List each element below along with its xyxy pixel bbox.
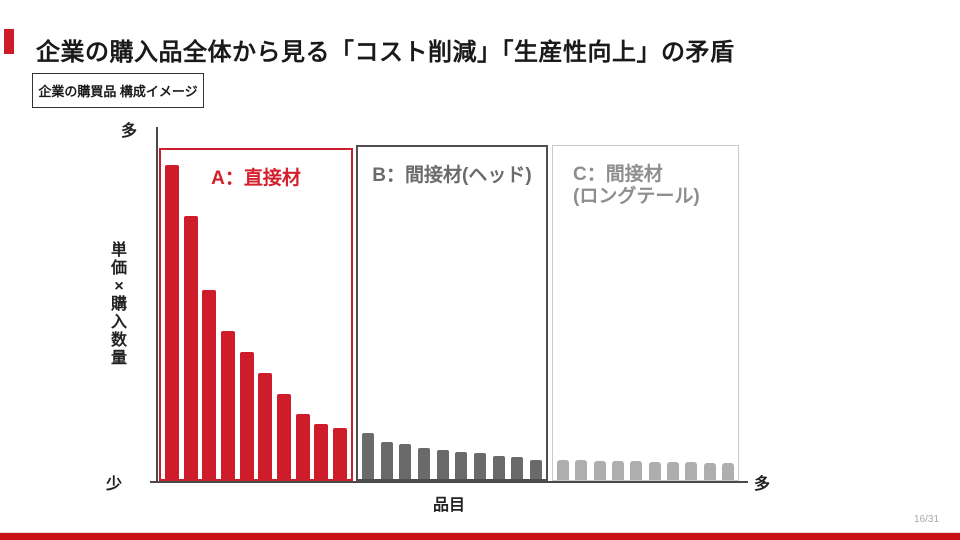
bar-a [258, 373, 273, 479]
y-axis-title: 単価 × 購入数量 [110, 242, 127, 367]
bar-b [380, 442, 393, 479]
title-accent-square [4, 29, 14, 54]
bar-c [557, 459, 569, 480]
bar-a [314, 424, 329, 479]
y-axis-min-label: 少 [106, 476, 123, 493]
section-b-indirect-head: B：間接材(ヘッド) [356, 145, 548, 481]
section-c-indirect-longtail: C：間接材 (ロングテール) [552, 145, 739, 481]
page-number: 16/31 [914, 514, 940, 525]
bar-a [239, 352, 254, 479]
bar-b [529, 460, 542, 479]
bar-c [630, 460, 643, 480]
bar-a [183, 216, 198, 479]
bar-b [399, 444, 412, 479]
chart-tag-box: 企業の購買品 構成イメージ [32, 73, 204, 108]
chart-tag-label: 企業の購買品 構成イメージ [38, 84, 198, 99]
section-b-label: B：間接材(ヘッド) [372, 165, 532, 186]
bar-c [666, 461, 679, 480]
bar-b [511, 457, 524, 479]
bar-c [648, 461, 661, 480]
section-c-label-line1: C：間接材 [573, 164, 663, 185]
x-axis-line [150, 481, 748, 483]
bar-a [220, 331, 235, 479]
section-a-direct-materials: A：直接材 [159, 148, 353, 481]
bar-b [436, 450, 449, 479]
bar-b [492, 456, 505, 479]
bar-b [455, 452, 468, 479]
bar-c [721, 462, 734, 480]
bar-c [593, 460, 606, 480]
bar-c [611, 460, 624, 480]
bar-a [276, 393, 291, 479]
bar-c [703, 462, 716, 480]
bar-b [473, 453, 486, 479]
y-axis-line [156, 127, 158, 483]
bar-c [575, 459, 588, 480]
x-axis-max-label: 多 [754, 476, 771, 493]
section-c-label-line2: (ロングテール) [573, 186, 700, 207]
bar-b [362, 432, 374, 479]
bar-c [685, 461, 698, 480]
bar-a [295, 413, 310, 479]
page-title: 企業の購入品全体から見る「コスト削減」「生産性向上」の矛盾 [36, 39, 735, 66]
x-axis-title: 品目 [432, 497, 465, 514]
footer-accent-bar [0, 533, 960, 540]
bar-a [202, 289, 217, 479]
bar-b [417, 448, 430, 479]
section-a-label: A：直接材 [211, 168, 301, 189]
section-a-bars [161, 150, 351, 479]
y-axis-max-label: 多 [121, 123, 138, 140]
section-c-bars [553, 146, 738, 480]
bar-a [332, 428, 347, 479]
bar-a [165, 164, 179, 479]
footer-divider-line [0, 532, 960, 533]
section-c-label: C：間接材 (ロングテール) [553, 164, 738, 208]
section-b-bars [358, 147, 546, 479]
